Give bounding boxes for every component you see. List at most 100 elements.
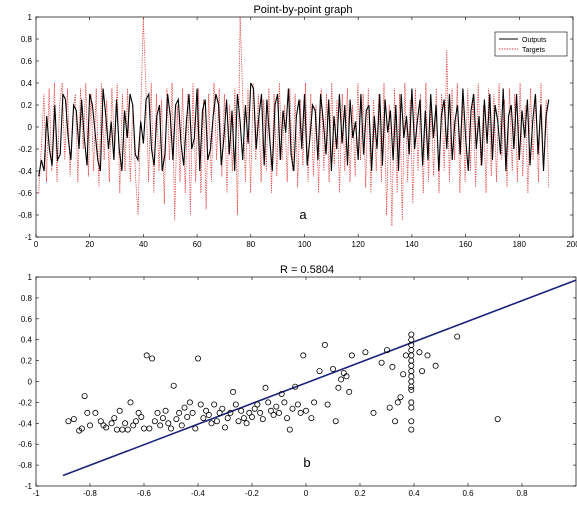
scatter-point [224, 415, 231, 422]
y-tick-label: 0.2 [21, 357, 33, 366]
scatter-point [419, 368, 426, 375]
y-tick-label: 0 [28, 123, 33, 132]
x-tick-label: 160 [459, 240, 473, 249]
scatter-point [389, 363, 396, 370]
x-tick-label: 0 [34, 240, 39, 249]
chart-b-points [65, 331, 501, 434]
scatter-point [111, 415, 118, 422]
scatter-point [424, 352, 431, 359]
scatter-point [184, 413, 191, 420]
scatter-point [103, 424, 110, 431]
series-outputs-line [38, 82, 550, 177]
scatter-point [213, 418, 220, 425]
scatter-point [343, 373, 350, 380]
scatter-point [151, 418, 158, 425]
scatter-point [122, 420, 129, 427]
scatter-point [378, 359, 385, 366]
scatter-point [230, 388, 237, 395]
scatter-point [346, 388, 353, 395]
y-tick-label: -1 [25, 233, 33, 242]
scatter-point [292, 383, 299, 390]
scatter-point [289, 405, 296, 412]
scatter-point [338, 376, 345, 383]
x-tick-label: -0.4 [191, 489, 205, 498]
scatter-point [243, 420, 250, 427]
scatter-point [316, 368, 323, 375]
scatter-point [84, 409, 91, 416]
scatter-point [300, 352, 307, 359]
scatter-point [257, 409, 264, 416]
chart-a: Point-by-point graph 0 20 40 60 80 100 120 140 1… [18, 4, 577, 249]
chart-a-series [38, 16, 550, 227]
y-tick-label: -0.8 [18, 211, 32, 220]
scatter-point [278, 390, 285, 397]
scatter-point [335, 384, 342, 391]
chart-b-axes: -1 -0.8 -0.6 -0.4 -0.2 0 0.2 0.4 0.6 0.8 -1 -0.8 -0.… [18, 273, 576, 498]
x-tick-label: 120 [352, 240, 366, 249]
scatter-point [146, 425, 153, 432]
chart-b-panel-label: b [303, 455, 310, 470]
scatter-point [221, 424, 228, 431]
scatter-point [275, 409, 282, 416]
scatter-point [324, 401, 331, 408]
x-tick-label: -0.8 [83, 489, 97, 498]
scatter-point [194, 355, 201, 362]
chart-b-fit-line-group [62, 279, 577, 477]
x-tick-label: 0 [304, 489, 309, 498]
scatter-point [181, 404, 188, 411]
scatter-point [192, 425, 199, 432]
scatter-point [157, 422, 164, 429]
scatter-point [238, 407, 245, 414]
scatter-point [311, 399, 318, 406]
scatter-point [124, 426, 131, 433]
scatter-point [284, 415, 291, 422]
x-tick-label: 60 [193, 240, 202, 249]
scatter-point [302, 407, 309, 414]
scatter-point [454, 333, 461, 340]
scatter-point [432, 362, 439, 369]
scatter-point [167, 425, 174, 432]
scatter-point [408, 418, 415, 425]
scatter-point [240, 415, 247, 422]
y-tick-label: -0.8 [18, 461, 32, 470]
scatter-point [176, 409, 183, 416]
scatter-point [165, 420, 172, 427]
scatter-point [197, 401, 204, 408]
scatter-point [294, 401, 301, 408]
scatter-point [132, 418, 139, 425]
scatter-point [189, 409, 196, 416]
chart-a-title: Point-by-point graph [253, 4, 352, 16]
scatter-point [154, 409, 161, 416]
y-tick-label: 1 [28, 273, 33, 282]
scatter-point [211, 401, 218, 408]
scatter-point [254, 401, 261, 408]
y-tick-label: 0.4 [21, 79, 33, 88]
y-tick-label: -0.4 [18, 419, 32, 428]
x-tick-label: 0.4 [408, 489, 420, 498]
scatter-point [178, 422, 185, 429]
legend-targets-label: Targets [522, 47, 545, 54]
y-tick-label: 1 [28, 13, 33, 22]
scatter-point [65, 418, 72, 425]
chart-a-legend: Outputs Targets [494, 31, 568, 57]
scatter-point [392, 418, 399, 425]
scatter-point [397, 394, 404, 401]
scatter-point [130, 422, 137, 429]
scatter-point [408, 426, 415, 433]
scatter-point [259, 416, 266, 423]
scatter-point [408, 383, 415, 390]
scatter-point [138, 413, 145, 420]
scatter-point [81, 393, 88, 400]
scatter-point [281, 399, 288, 406]
scatter-point [400, 371, 407, 378]
scatter-point [297, 409, 304, 416]
scatter-point [78, 425, 85, 432]
x-tick-label: -1 [32, 489, 40, 498]
scatter-point [235, 418, 242, 425]
scatter-point [143, 352, 150, 359]
x-tick-label: 180 [513, 240, 527, 249]
scatter-point [87, 422, 94, 429]
scatter-point [408, 404, 415, 411]
scatter-point [286, 426, 293, 433]
